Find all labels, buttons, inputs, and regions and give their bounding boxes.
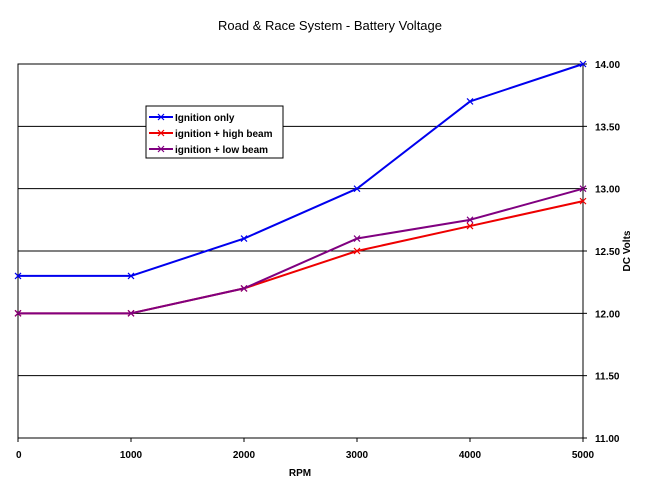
x-axis: 0 1000 2000 3000 4000 5000	[16, 438, 595, 461]
data-point	[579, 185, 587, 193]
series-1	[14, 60, 587, 280]
plot-area: 11.00 11.50 12.00 12.50 13.00 13.50 14.00 0 100…	[14, 60, 620, 461]
series-line	[18, 187, 584, 315]
legend-marker	[157, 113, 165, 121]
legend-label: Ignition only	[175, 113, 235, 124]
legend-item: ignition + low beam	[149, 145, 268, 156]
y-tick-label: 11.00	[595, 434, 620, 445]
x-axis-title: RPM	[289, 468, 311, 479]
x-tick-label: 1000	[120, 450, 143, 461]
x-tick-label: 4000	[459, 450, 482, 461]
data-point	[240, 284, 248, 292]
series-line	[18, 63, 584, 277]
legend-label: ignition + high beam	[175, 129, 273, 140]
y-tick-label: 13.50	[595, 122, 620, 133]
data-point	[353, 185, 361, 193]
legend-item: ignition + high beam	[149, 129, 273, 140]
x-tick-label: 5000	[572, 450, 595, 461]
y-tick-label: 12.00	[595, 309, 620, 320]
y-axis: 11.00 11.50 12.00 12.50 13.00 13.50 14.00	[583, 60, 620, 445]
series-3	[14, 185, 587, 317]
data-point	[14, 309, 22, 317]
y-tick-label: 12.50	[595, 247, 620, 258]
data-point	[353, 247, 361, 255]
data-point	[579, 197, 587, 205]
data-point	[127, 309, 135, 317]
data-point	[353, 235, 361, 242]
data-point	[466, 216, 474, 224]
series-layer	[14, 60, 587, 317]
y-axis-title: DC Volts	[622, 230, 633, 271]
y-tick-label: 14.00	[595, 60, 620, 71]
chart-title: Road & Race System - Battery Voltage	[218, 18, 442, 33]
y-tick-label: 11.50	[595, 372, 620, 383]
data-point	[14, 272, 22, 280]
x-tick-label: 0	[16, 450, 22, 461]
x-tick-label: 3000	[346, 450, 369, 461]
x-tick-label: 2000	[233, 450, 256, 461]
legend-item: Ignition only	[149, 113, 235, 124]
data-point	[127, 272, 135, 280]
data-point	[466, 97, 474, 105]
legend-label: ignition + low beam	[175, 145, 268, 156]
legend-marker	[157, 145, 165, 153]
data-point	[579, 60, 587, 68]
data-point	[240, 235, 248, 242]
data-point	[466, 222, 474, 230]
legend-marker	[157, 129, 165, 137]
legend: Ignition only ignition + high beam ignitio…	[145, 105, 284, 159]
y-tick-label: 13.00	[595, 185, 620, 196]
